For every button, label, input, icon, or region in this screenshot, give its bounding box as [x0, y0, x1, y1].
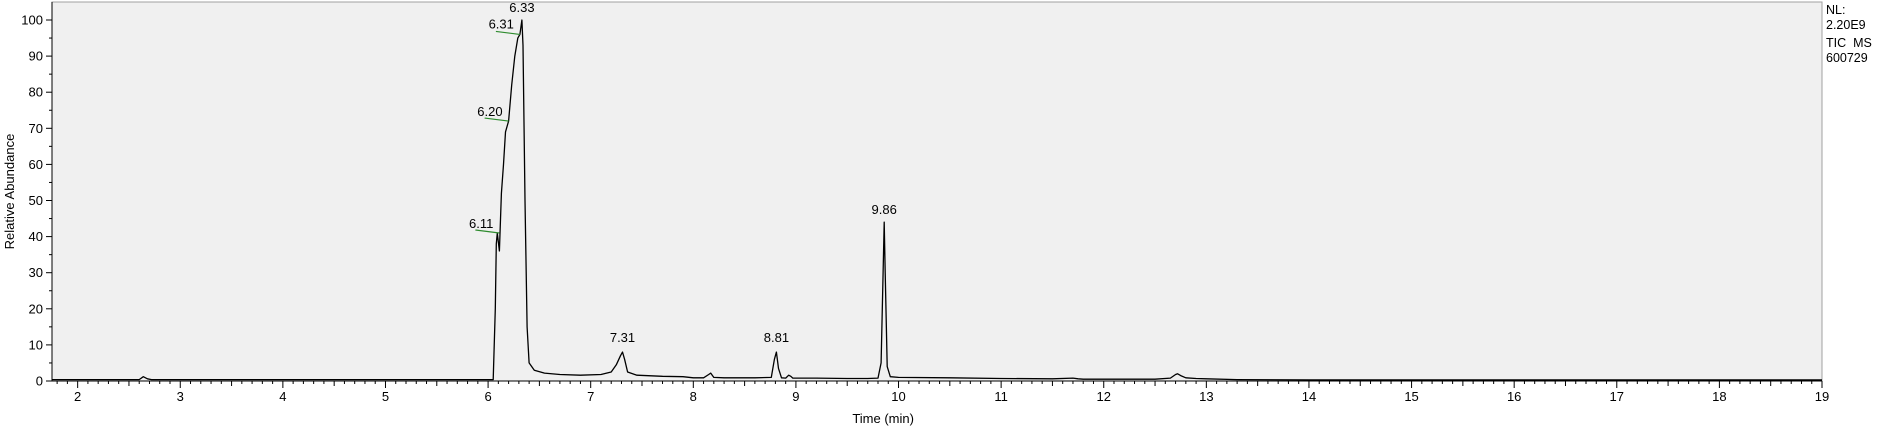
nl-label: NL: — [1826, 3, 1846, 17]
y-tick-label: 90 — [29, 49, 43, 64]
nl-value: 2.20E9 — [1826, 18, 1866, 32]
y-tick-label: 40 — [29, 229, 43, 244]
peak-marker — [475, 229, 500, 234]
x-tick-label: 11 — [994, 389, 1008, 404]
peak-label: 8.81 — [764, 330, 789, 345]
y-tick-label: 100 — [21, 13, 43, 28]
tic-trace-line — [52, 19, 1822, 381]
x-tick-label: 17 — [1610, 389, 1624, 404]
x-tick-label: 6 — [484, 389, 491, 404]
peak-marker — [484, 117, 509, 122]
x-tick-label: 19 — [1815, 389, 1829, 404]
x-tick-label: 2 — [74, 389, 81, 404]
y-tick-label: 10 — [29, 337, 43, 352]
peak-label: 6.31 — [489, 16, 514, 31]
x-tick-label: 15 — [1404, 389, 1418, 404]
y-tick-label: 20 — [29, 301, 43, 316]
x-tick-label: 18 — [1712, 389, 1726, 404]
y-tick-label: 0 — [36, 374, 43, 389]
peak-markers — [475, 30, 520, 234]
peak-marker — [495, 30, 520, 36]
x-tick-label: 14 — [1302, 389, 1316, 404]
x-tick-label: 10 — [891, 389, 905, 404]
y-tick-labels: 0 10 20 30 40 50 60 70 80 90 100 — [21, 13, 43, 389]
x-tick-label: 16 — [1507, 389, 1521, 404]
plot-area — [51, 1, 1823, 382]
peak-labels: 6.336.31 6.20 6.11 7.31 8.81 9.86 — [469, 0, 897, 345]
x-tick-label: 5 — [382, 389, 389, 404]
x-tick-label: 8 — [690, 389, 697, 404]
scan-filter: TIC MS — [1826, 36, 1872, 50]
x-tick-label: 7 — [587, 389, 594, 404]
sample-name: 600729 — [1826, 51, 1868, 65]
peak-label: 6.33 — [509, 0, 534, 15]
x-tick-labels: 2 3 4 5 6 7 8 9 10 11 12 13 14 15 16 17 18 19 — [74, 389, 1829, 404]
peak-label: 9.86 — [872, 202, 897, 217]
y-tick-label: 50 — [29, 193, 43, 208]
y-axis-title: Relative Abundance — [2, 134, 17, 250]
y-tick-label: 70 — [29, 121, 43, 136]
x-axis-title: Time (min) — [852, 411, 914, 426]
y-tick-label: 60 — [29, 157, 43, 172]
peak-label: 6.11 — [469, 216, 493, 231]
x-tick-label: 9 — [792, 389, 799, 404]
x-tick-label: 12 — [1097, 389, 1111, 404]
x-tick-label: 4 — [279, 389, 286, 404]
y-tick-label: 80 — [29, 85, 43, 100]
x-tick-label: 3 — [177, 389, 184, 404]
peak-label: 7.31 — [610, 330, 635, 345]
peak-label: 6.20 — [477, 104, 502, 119]
y-tick-label: 30 — [29, 265, 43, 280]
x-tick-label: 13 — [1199, 389, 1213, 404]
